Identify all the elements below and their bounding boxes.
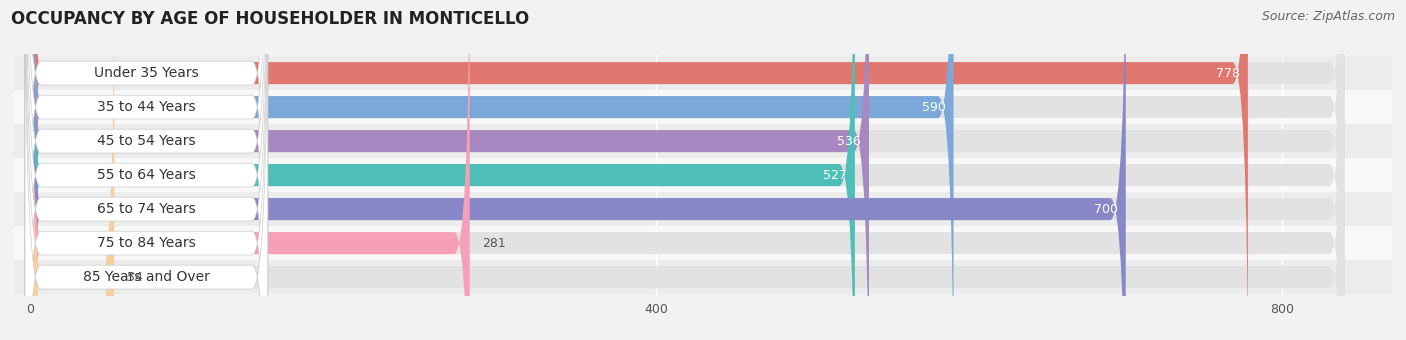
FancyBboxPatch shape	[14, 226, 1392, 260]
FancyBboxPatch shape	[14, 90, 1392, 124]
Text: 45 to 54 Years: 45 to 54 Years	[97, 134, 195, 148]
FancyBboxPatch shape	[25, 0, 267, 340]
FancyBboxPatch shape	[30, 0, 1346, 340]
FancyBboxPatch shape	[14, 192, 1392, 226]
FancyBboxPatch shape	[25, 0, 267, 340]
FancyBboxPatch shape	[30, 0, 1346, 340]
FancyBboxPatch shape	[30, 0, 1249, 340]
FancyBboxPatch shape	[30, 0, 1346, 340]
FancyBboxPatch shape	[25, 0, 267, 340]
FancyBboxPatch shape	[30, 0, 1346, 340]
Text: 54: 54	[127, 271, 142, 284]
FancyBboxPatch shape	[30, 0, 855, 340]
FancyBboxPatch shape	[30, 0, 1346, 340]
Text: 536: 536	[838, 135, 860, 148]
FancyBboxPatch shape	[25, 0, 267, 340]
FancyBboxPatch shape	[25, 0, 267, 340]
Text: 700: 700	[1094, 203, 1118, 216]
Text: Under 35 Years: Under 35 Years	[94, 66, 198, 80]
FancyBboxPatch shape	[30, 0, 114, 340]
FancyBboxPatch shape	[30, 0, 1346, 340]
Text: OCCUPANCY BY AGE OF HOUSEHOLDER IN MONTICELLO: OCCUPANCY BY AGE OF HOUSEHOLDER IN MONTI…	[11, 10, 530, 28]
FancyBboxPatch shape	[30, 0, 1346, 340]
FancyBboxPatch shape	[25, 0, 267, 340]
FancyBboxPatch shape	[30, 0, 1126, 340]
Text: Source: ZipAtlas.com: Source: ZipAtlas.com	[1261, 10, 1395, 23]
Text: 75 to 84 Years: 75 to 84 Years	[97, 236, 195, 250]
Text: 85 Years and Over: 85 Years and Over	[83, 270, 209, 284]
FancyBboxPatch shape	[30, 0, 470, 340]
Text: 778: 778	[1216, 67, 1240, 80]
FancyBboxPatch shape	[30, 0, 953, 340]
Text: 35 to 44 Years: 35 to 44 Years	[97, 100, 195, 114]
FancyBboxPatch shape	[14, 124, 1392, 158]
FancyBboxPatch shape	[14, 260, 1392, 294]
Text: 527: 527	[823, 169, 846, 182]
Text: 55 to 64 Years: 55 to 64 Years	[97, 168, 195, 182]
Text: 281: 281	[482, 237, 506, 250]
Text: 65 to 74 Years: 65 to 74 Years	[97, 202, 195, 216]
FancyBboxPatch shape	[14, 158, 1392, 192]
FancyBboxPatch shape	[25, 0, 267, 340]
FancyBboxPatch shape	[30, 0, 869, 340]
FancyBboxPatch shape	[14, 56, 1392, 90]
Text: 590: 590	[922, 101, 946, 114]
